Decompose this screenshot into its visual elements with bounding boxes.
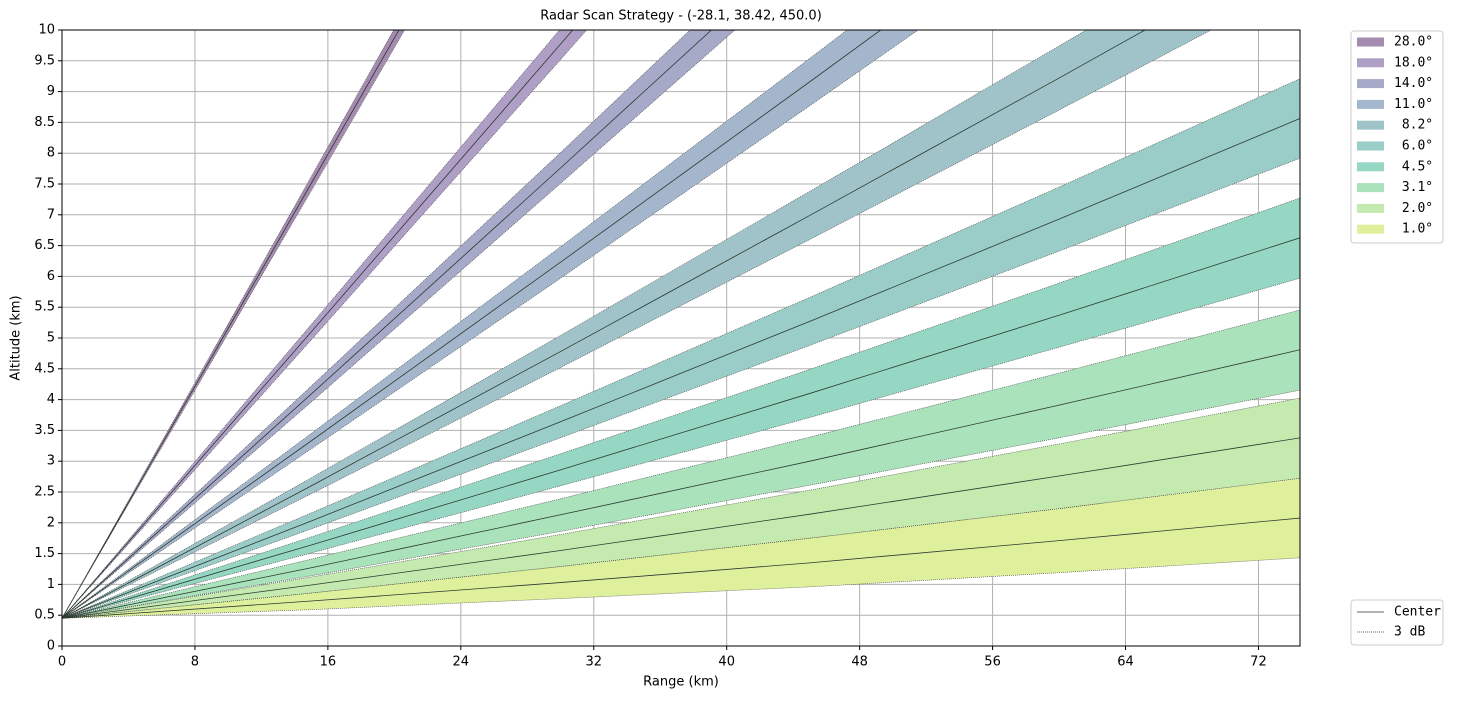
beam-center [62, 349, 1300, 619]
legend-swatch [1357, 37, 1384, 47]
x-axis-label: Range (km) [643, 675, 719, 690]
y-tick-label: 8.5 [34, 115, 55, 130]
legend-swatch [1357, 162, 1384, 172]
beam-edge [62, 30, 848, 619]
legend-label: 1.0° [1394, 222, 1433, 237]
legend-swatch [1357, 203, 1384, 213]
y-tick-label: 10 [38, 23, 55, 38]
y-tick-label: 2 [47, 515, 55, 530]
legend-label: 6.0° [1394, 139, 1433, 154]
beam-band [62, 478, 1300, 619]
beam-band [62, 30, 735, 619]
y-tick-label: 1 [47, 577, 55, 592]
x-tick-label: 0 [58, 655, 66, 670]
legend-box [1350, 599, 1444, 646]
y-tick-label: 6 [47, 269, 55, 284]
beam-center [62, 30, 574, 619]
legend-swatch [1357, 141, 1384, 151]
beam-edge [62, 277, 1300, 619]
y-tick-label: 5 [47, 331, 55, 346]
beam-edge [62, 30, 395, 619]
legend-label: 2.0° [1394, 201, 1433, 216]
legend: 28.0° 18.0° 14.0° 11.0° 8.2° 6.0° 4.5° 3.1°… [1350, 30, 1444, 646]
y-tick-label: 3 [47, 454, 55, 469]
x-tick-label: 40 [718, 655, 735, 670]
beam-edge [62, 30, 1212, 619]
beam-center [62, 437, 1300, 619]
y-tick-label: 7 [47, 207, 55, 222]
y-tick-label: 6.5 [34, 238, 55, 253]
y-tick-label: 3.5 [34, 423, 55, 438]
y-tick-label: 0.5 [34, 608, 55, 623]
plot-area [62, 30, 1300, 619]
y-axis-label: Altitude (km) [9, 295, 24, 380]
y-tick-label: 4.5 [34, 361, 55, 376]
legend-label: 28.0° [1394, 35, 1433, 50]
legend-swatch [1357, 79, 1384, 89]
beam-edge [62, 157, 1300, 619]
beam-center [62, 30, 1146, 619]
beam-center [62, 517, 1300, 619]
x-tick-label: 24 [453, 655, 470, 670]
y-tick-label: 7.5 [34, 177, 55, 192]
x-tick-label: 8 [191, 655, 199, 670]
beam-center [62, 30, 713, 619]
x-tick-label: 56 [984, 655, 1001, 670]
beam-edge [62, 197, 1300, 619]
x-tick-label: 72 [1250, 655, 1267, 670]
x-tick-label: 16 [320, 655, 337, 670]
beam-edge [62, 30, 1087, 619]
y-tick-label: 9.5 [34, 53, 55, 68]
x-tick-label: 64 [1117, 655, 1134, 670]
y-tick-label: 5.5 [34, 300, 55, 315]
legend-label: 3 dB [1394, 625, 1425, 640]
axes: 0 0.5 1 1.5 2 2.5 3 3.5 4 4.5 5 5.5 6 6.5 7 7.5 8 8.5 9 9.5… [34, 23, 1266, 670]
legend-label: 8.2° [1394, 118, 1433, 133]
legend-swatch [1357, 183, 1384, 193]
legend-label: 18.0° [1394, 55, 1433, 70]
beam-band [62, 398, 1300, 619]
legend-label: Center [1394, 605, 1441, 620]
legend-swatch [1357, 120, 1384, 130]
x-tick-label: 32 [585, 655, 602, 670]
legend-swatch [1357, 224, 1384, 234]
x-tick-label: 48 [851, 655, 868, 670]
y-tick-label: 0 [47, 639, 55, 654]
beam-band [62, 30, 919, 619]
legend-swatch [1357, 99, 1384, 109]
legend-label: 14.0° [1394, 76, 1433, 91]
beam-center [62, 30, 882, 619]
beam-edge [62, 30, 405, 619]
legend-label: 4.5° [1394, 159, 1433, 174]
beam-edge [62, 477, 1300, 619]
beam-edge [62, 397, 1300, 619]
y-tick-label: 2.5 [34, 485, 55, 500]
y-tick-label: 4 [47, 392, 55, 407]
beam-center [62, 118, 1300, 619]
y-tick-label: 1.5 [34, 546, 55, 561]
legend-label: 3.1° [1394, 180, 1433, 195]
beam-edge [62, 389, 1300, 619]
beam-band [62, 30, 1212, 619]
legend-label: 11.0° [1394, 97, 1433, 112]
beam-center [62, 30, 400, 619]
beam-band [62, 30, 587, 619]
beam-edge [62, 30, 736, 619]
y-tick-label: 8 [47, 146, 55, 161]
chart-title: Radar Scan Strategy - (-28.1, 38.42, 450… [540, 9, 822, 24]
legend-swatch [1357, 58, 1384, 68]
y-tick-label: 9 [47, 84, 55, 99]
beam-center [62, 237, 1300, 619]
